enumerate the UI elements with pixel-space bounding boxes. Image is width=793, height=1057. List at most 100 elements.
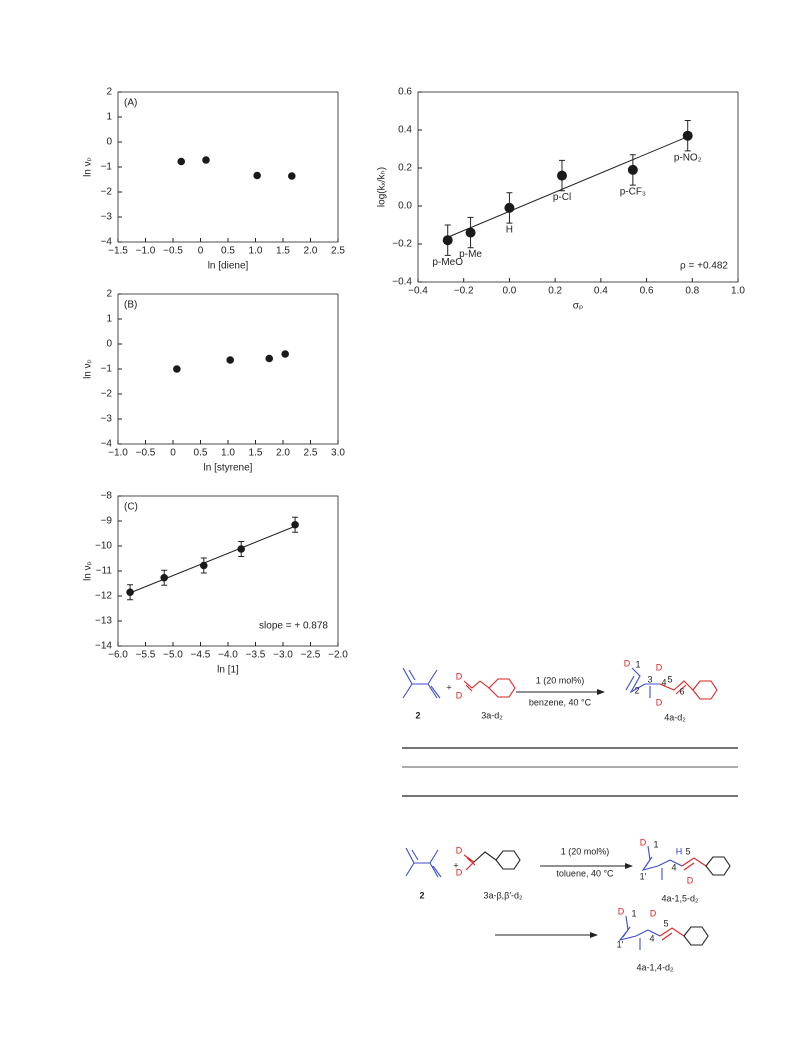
catalyst: 1 (20 mol%) bbox=[561, 846, 610, 856]
product-chain bbox=[669, 859, 683, 867]
y-tick-label: 0 bbox=[106, 339, 112, 350]
y-tick-label: 1 bbox=[106, 314, 112, 325]
y-tick-label: −2 bbox=[101, 187, 113, 198]
conditions: toluene, 40 °C bbox=[556, 868, 614, 878]
x-tick-label: 0 bbox=[170, 448, 176, 459]
atom: H bbox=[676, 846, 683, 856]
charts: −1.5 −1.0 −0.5 0 0.5 1.0 1.5 2.0 2.5 2 1 0 −1 −2 −3 −4 l… bbox=[83, 87, 746, 676]
atom-number: 4 bbox=[649, 933, 654, 943]
point bbox=[177, 157, 186, 166]
y-axis-label: log(kₓ/kₕ) bbox=[377, 167, 388, 207]
x-tick-label: −5.0 bbox=[163, 650, 183, 661]
y-tick-label: 0.0 bbox=[398, 201, 412, 212]
y-tick-label: 0.6 bbox=[398, 87, 412, 98]
atom-number: 4 bbox=[671, 862, 676, 872]
point bbox=[442, 235, 453, 246]
y-tick-label: −11 bbox=[96, 566, 113, 577]
point-label: H bbox=[506, 225, 513, 236]
point bbox=[281, 350, 290, 358]
y-tick-label: −4 bbox=[101, 237, 113, 248]
x-tick-label: 1.0 bbox=[221, 448, 235, 459]
y-axis-label: ln νₚ bbox=[83, 561, 94, 581]
y-tick-label: −1 bbox=[101, 364, 113, 375]
product-diene bbox=[618, 915, 649, 950]
panel-label: (B) bbox=[124, 300, 137, 311]
x-tick-label: 0.8 bbox=[685, 286, 699, 297]
x-tick-label: 3.0 bbox=[331, 448, 345, 459]
point bbox=[288, 172, 296, 180]
atom: D bbox=[456, 867, 463, 877]
y-tick-label: −14 bbox=[95, 641, 112, 652]
y-tick-label: −4 bbox=[101, 439, 113, 450]
point-label: p-Me bbox=[459, 249, 482, 260]
product-chain bbox=[659, 927, 685, 941]
atom-number: 5 bbox=[667, 674, 672, 684]
atom-number: 4 bbox=[661, 677, 666, 687]
y-tick-label: −9 bbox=[101, 516, 113, 527]
conditions: benzene, 40 °C bbox=[529, 697, 592, 707]
y-tick-label: 0.4 bbox=[398, 125, 412, 136]
point bbox=[627, 164, 638, 175]
y-tick-label: −3 bbox=[101, 414, 113, 425]
atom: D bbox=[456, 690, 463, 700]
atom-number: 3 bbox=[647, 674, 652, 684]
annotation: slope = + 0.878 bbox=[259, 621, 328, 632]
y-tick-label: −0.4 bbox=[392, 277, 412, 288]
scheme-1: 2 + D D 3a-d₂ 1 (20 mol%) benzene, 40 °C… bbox=[402, 658, 718, 722]
atom-number: 5 bbox=[663, 918, 668, 928]
point bbox=[682, 130, 693, 141]
point bbox=[253, 171, 261, 180]
x-tick-label: 1.5 bbox=[276, 246, 290, 257]
y-tick-label: −12 bbox=[95, 591, 112, 602]
y-tick-label: 2 bbox=[106, 289, 112, 300]
atom: D bbox=[456, 671, 463, 681]
point bbox=[557, 170, 567, 181]
y-axis-label: ln νₚ bbox=[83, 359, 94, 379]
atom-number: 2 bbox=[634, 685, 639, 695]
vinyl bbox=[473, 851, 497, 863]
ring bbox=[705, 856, 731, 876]
y-tick-label: −10 bbox=[95, 541, 112, 552]
x-tick-label: 2.5 bbox=[331, 246, 345, 257]
atom: D bbox=[656, 662, 663, 672]
compound-label: 2 bbox=[419, 890, 424, 900]
y-axis-label: ln νₚ bbox=[83, 157, 94, 177]
panel-label: (A) bbox=[124, 98, 137, 109]
x-tick-label: 0 bbox=[198, 246, 204, 257]
x-tick-label: −2.5 bbox=[301, 650, 321, 661]
point-label: p-CF₃ bbox=[620, 187, 646, 198]
product-chain bbox=[681, 857, 707, 871]
y-tick-label: −13 bbox=[95, 616, 112, 627]
x-axis-label: σₚ bbox=[573, 301, 583, 312]
vinyl bbox=[479, 680, 490, 689]
atom: D bbox=[656, 697, 663, 707]
point bbox=[202, 156, 210, 164]
x-tick-label: −0.4 bbox=[408, 286, 428, 297]
y-tick-label: −1 bbox=[101, 162, 113, 173]
y-tick-label: 1 bbox=[106, 112, 112, 123]
point bbox=[237, 545, 245, 553]
atom: D bbox=[624, 658, 631, 668]
atom: D bbox=[687, 875, 694, 885]
x-tick-label: −4.0 bbox=[218, 650, 238, 661]
x-tick-label: 0.2 bbox=[548, 286, 562, 297]
y-tick-label: −8 bbox=[101, 491, 113, 502]
point-label: p-MeO bbox=[432, 257, 463, 268]
compound-label: 3a-β,β′-d₂ bbox=[483, 890, 523, 900]
point bbox=[160, 573, 168, 582]
product-chain bbox=[659, 680, 694, 695]
fit-line bbox=[447, 136, 688, 238]
point bbox=[291, 520, 299, 529]
x-tick-label: −1.5 bbox=[108, 246, 128, 257]
atom: D bbox=[456, 845, 463, 855]
compound-label: 4a-1,5-d₂ bbox=[661, 893, 699, 903]
scheme-2: 2 + D D 3a-β,β′-d₂ 1 (20 mol%) toluene, … bbox=[405, 837, 731, 972]
x-tick-label: −5.5 bbox=[136, 650, 156, 661]
plus: + bbox=[446, 682, 451, 692]
annotation: ρ = +0.482 bbox=[680, 261, 728, 272]
x-axis-label: ln [1] bbox=[217, 665, 239, 676]
catalyst: 1 (20 mol%) bbox=[536, 675, 585, 685]
atom-number: 5 bbox=[685, 846, 690, 856]
compound-label: 2 bbox=[415, 710, 420, 720]
